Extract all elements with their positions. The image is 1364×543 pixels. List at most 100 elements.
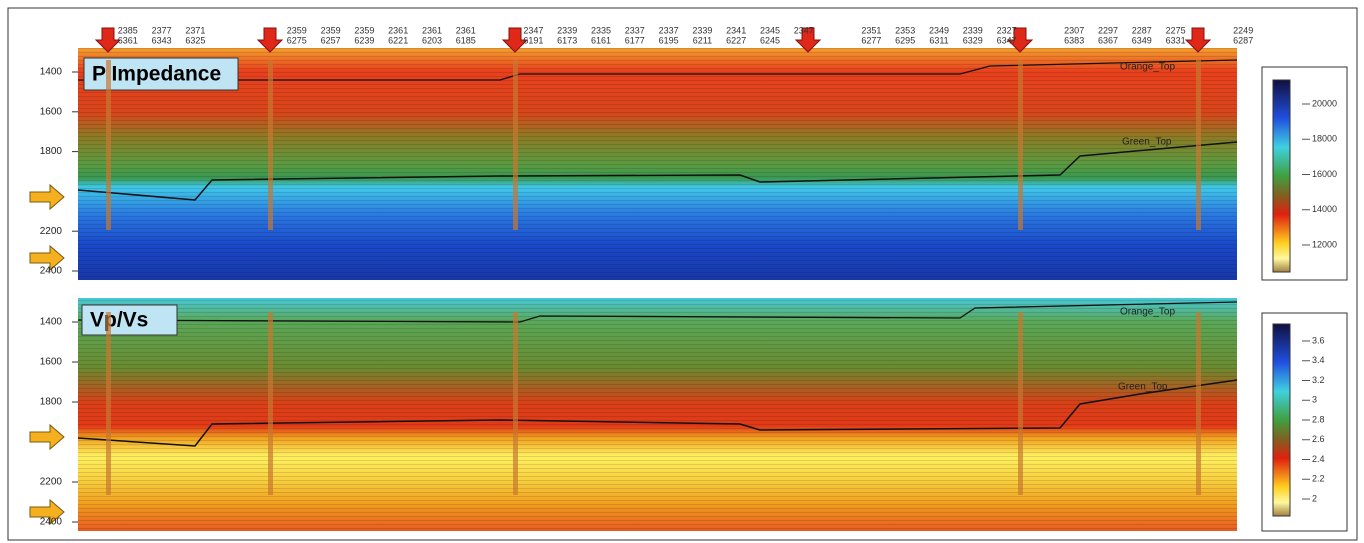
trace-label: 2361	[422, 25, 442, 35]
trace-label: 2361	[388, 25, 408, 35]
depth-tick-label: 1400	[40, 67, 63, 78]
trace-label: 6245	[760, 35, 780, 45]
colorbar-tick-label: 2	[1312, 493, 1317, 503]
trace-label: 6239	[354, 35, 374, 45]
horizon-line	[77, 301, 1238, 323]
colorbar-tick-label: 20000	[1312, 98, 1337, 108]
well-log	[268, 312, 273, 495]
trace-label: 2339	[557, 25, 577, 35]
trace-label: 6361	[118, 35, 138, 45]
red-arrow	[501, 27, 529, 53]
trace-label: 2287	[1132, 25, 1152, 35]
trace-label: 2349	[929, 25, 949, 35]
trace-label: 2307	[1064, 25, 1084, 35]
trace-label: 6287	[1233, 35, 1253, 45]
trace-label: 2347	[523, 25, 543, 35]
trace-label: 6195	[659, 35, 679, 45]
trace-label: 6383	[1064, 35, 1084, 45]
red-arrow	[1006, 27, 1034, 53]
colorbar	[1272, 323, 1291, 517]
trace-label: 2339	[692, 25, 712, 35]
frame	[7, 7, 1358, 541]
trace-label: 2353	[895, 25, 915, 35]
horizon-label: Green_Top	[1122, 137, 1172, 148]
trace-label: 2337	[659, 25, 679, 35]
trace-label: 6185	[456, 35, 476, 45]
depth-tick-label: 2400	[40, 266, 63, 277]
colorbar-tick-label: 16000	[1312, 169, 1337, 179]
red-arrow	[1184, 27, 1212, 53]
trace-label: 6349	[1132, 35, 1152, 45]
depth-tick-label: 1800	[40, 146, 63, 157]
depth-tick-label: 1800	[40, 397, 63, 408]
well-log	[513, 60, 518, 230]
orange-arrow	[29, 183, 65, 211]
well-log	[1018, 312, 1023, 495]
well-log	[106, 312, 111, 495]
horizon-label: Green_Top	[1118, 382, 1168, 393]
trace-label: 6367	[1098, 35, 1118, 45]
horizon-line	[77, 379, 1238, 447]
colorbar-tick-label: 18000	[1312, 134, 1337, 144]
depth-tick-label: 2400	[40, 517, 63, 528]
trace-label: 6275	[287, 35, 307, 45]
colorbar-tick-label: 3	[1312, 395, 1317, 405]
trace-label: 6257	[321, 35, 341, 45]
well-log	[106, 60, 111, 230]
red-arrow	[256, 27, 284, 53]
trace-label: 6173	[557, 35, 577, 45]
trace-label: 2371	[185, 25, 205, 35]
colorbar-tick-label: 14000	[1312, 204, 1337, 214]
trace-label: 2275	[1166, 25, 1186, 35]
horizon-line	[78, 59, 1238, 81]
trace-label: 6211	[693, 35, 712, 45]
colorbar-tick-label: 2.4	[1312, 454, 1325, 464]
panel-label: P Impedance	[92, 63, 221, 86]
well-log	[1018, 60, 1023, 230]
seismic-texture	[78, 298, 1237, 531]
trace-label: 6227	[726, 35, 746, 45]
trace-label: 6191	[523, 35, 543, 45]
trace-label: 6161	[591, 35, 611, 45]
orange-arrow	[29, 498, 65, 526]
depth-tick-label: 1600	[40, 106, 63, 117]
trace-label: 2385	[118, 25, 138, 35]
trace-label: 2351	[861, 25, 881, 35]
trace-label: 6325	[185, 35, 205, 45]
depth-tick-label: 2200	[40, 226, 63, 237]
trace-label: 6177	[625, 35, 645, 45]
trace-label: 2345	[760, 25, 780, 35]
trace-label: 2377	[152, 25, 172, 35]
well-log	[1196, 60, 1201, 230]
trace-label: 2335	[591, 25, 611, 35]
zone-markers	[29, 183, 65, 526]
trace-label: 2347	[794, 25, 814, 35]
depth-tick-label: 1600	[40, 357, 63, 368]
trace-label: 6329	[963, 35, 983, 45]
well-log	[513, 312, 518, 495]
well-log	[1196, 312, 1201, 495]
trace-label: 2327	[997, 25, 1017, 35]
trace-label: 6221	[388, 35, 408, 45]
orange-arrow	[29, 244, 65, 272]
trace-label: 6203	[422, 35, 442, 45]
colorbar-tick-label: 2.6	[1312, 434, 1325, 444]
trace-label: 2359	[287, 25, 307, 35]
trace-label: 6311	[929, 35, 948, 45]
horizon-line	[77, 141, 1238, 201]
panel-label: Vp/Vs	[90, 309, 148, 332]
horizon-label: Orange_Top	[1120, 62, 1175, 73]
red-arrow	[94, 27, 122, 53]
colorbar-tick-label: 3.6	[1312, 335, 1325, 345]
well-log	[268, 60, 273, 230]
trace-label: 2337	[625, 25, 645, 35]
well-markers	[94, 27, 1212, 53]
trace-label: 2359	[321, 25, 341, 35]
seismic-texture	[78, 48, 1237, 280]
trace-label: 6295	[895, 35, 915, 45]
trace-label: 2297	[1098, 25, 1118, 35]
colorbar-tick-label: 2.8	[1312, 414, 1325, 424]
colorbar-tick-label: 12000	[1312, 239, 1337, 249]
trace-label: 2341	[726, 25, 746, 35]
